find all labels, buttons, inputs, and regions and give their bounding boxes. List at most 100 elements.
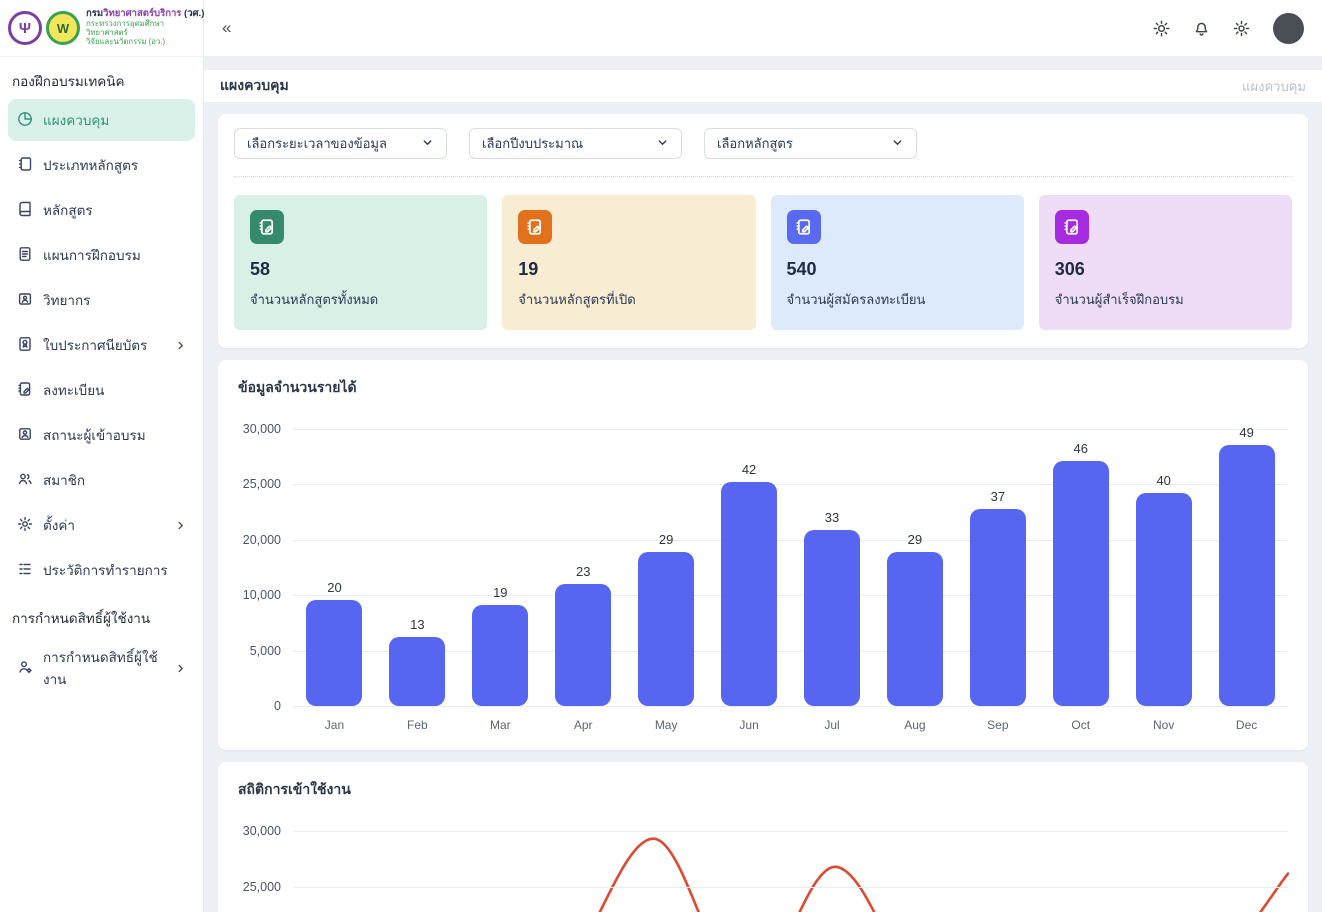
usercog-icon: [17, 659, 33, 678]
sidebar-menu: แผงควบคุมประเภทหลักสูตรหลักสูตรแผนการฝึก…: [0, 99, 203, 591]
bar-slot: 49: [1205, 425, 1288, 706]
brand-subtitle-line1: กระทรวงการอุดมศึกษา วิทยาศาสตร์: [86, 20, 204, 38]
gridline: [293, 887, 1288, 888]
bar-slot: 23: [542, 564, 625, 707]
bar-slot: 42: [708, 462, 791, 706]
sidebar-collapse-button[interactable]: «: [222, 18, 230, 38]
sidebar-item-notebook[interactable]: ประเภทหลักสูตร: [8, 144, 195, 186]
stat-label: จำนวนผู้สมัครลงทะเบียน: [787, 289, 1008, 310]
sidebar-item-history[interactable]: ประวัติการทำรายการ: [8, 549, 195, 591]
chevron-down-icon: [656, 136, 669, 152]
brand: Ψ W กรมวิทยาศาสตร์บริการ (วศ.) กระทรวงกา…: [0, 0, 203, 57]
dotted-divider: [234, 176, 1292, 177]
user-avatar[interactable]: [1273, 13, 1304, 44]
sidebar-item-gear[interactable]: ตั้งค่า: [8, 504, 195, 546]
userstat-icon: [17, 426, 33, 445]
bar: [1219, 445, 1275, 706]
sidebar-item-label: หลักสูตร: [43, 199, 93, 221]
sidebar-item-label: วิทยากร: [43, 289, 90, 311]
x-tick-label: Oct: [1039, 718, 1122, 732]
x-tick-label: Jan: [293, 718, 376, 732]
bar-value-label: 46: [1074, 441, 1088, 456]
x-tick-label: Apr: [542, 718, 625, 732]
y-tick-label: 25,000: [243, 477, 281, 491]
breadcrumb: แผงควบคุม: [1242, 76, 1306, 97]
notebook-pen-icon: [250, 210, 284, 244]
bar-value-label: 37: [991, 489, 1005, 504]
sidebar-item-label: แผงควบคุม: [43, 109, 109, 131]
select-placeholder: เลือกระยะเวลาของข้อมูล: [247, 133, 387, 154]
stat-value: 306: [1055, 259, 1276, 280]
x-tick-label: Jun: [708, 718, 791, 732]
page-title: แผงควบคุม: [220, 75, 289, 97]
bar: [389, 637, 445, 706]
sidebar-item-idcard[interactable]: วิทยากร: [8, 279, 195, 321]
page-header: แผงควบคุม แผงควบคุม: [204, 70, 1322, 102]
sidebar: Ψ W กรมวิทยาศาสตร์บริการ (วศ.) กระทรวงกา…: [0, 0, 204, 912]
stat-label: จำนวนหลักสูตรทั้งหมด: [250, 289, 471, 310]
stat-label: จำนวนหลักสูตรที่เปิด: [518, 289, 739, 310]
y-tick-label: 30,000: [243, 422, 281, 436]
bar: [306, 600, 362, 707]
line-chart-title: สถิติการเข้าใช้งาน: [238, 779, 1288, 801]
theme-toggle-sun-icon[interactable]: [1153, 20, 1170, 37]
notifications-bell-icon[interactable]: [1193, 20, 1210, 37]
sidebar-item-users[interactable]: สมาชิก: [8, 459, 195, 501]
stat-card-3: 540 จำนวนผู้สมัครลงทะเบียน: [771, 195, 1024, 330]
sidebar-item-file[interactable]: แผนการฝึกอบรม: [8, 234, 195, 276]
filter-select-1[interactable]: เลือกระยะเวลาของข้อมูล: [234, 128, 447, 159]
sidebar-item-label: ลงทะเบียน: [43, 379, 104, 401]
bar-value-label: 19: [493, 585, 507, 600]
sidebar-item-pie[interactable]: แผงควบคุม: [8, 99, 195, 141]
bar: [555, 584, 611, 707]
x-tick-label: Sep: [956, 718, 1039, 732]
sidebar-section-user-permissions: การกำหนดสิทธิ์ผู้ใช้งาน: [0, 594, 203, 633]
x-tick-label: Nov: [1122, 718, 1205, 732]
sidebar-item-regpen[interactable]: ลงทะเบียน: [8, 369, 195, 411]
dss-logo-icon: Ψ: [8, 11, 42, 45]
bar: [638, 552, 694, 707]
filters-row: เลือกระยะเวลาของข้อมูล เลือกปีงบประมาณ เลื…: [234, 128, 1292, 159]
book-icon: [17, 201, 33, 220]
stat-cards-row: 58จำนวนหลักสูตรทั้งหมด19จำนวนหลักสูตรที่…: [234, 195, 1292, 330]
select-placeholder: เลือกหลักสูตร: [717, 133, 793, 154]
sidebar-item-label: การกำหนดสิทธิ์ผู้ใช้งาน: [43, 646, 165, 690]
bar: [1053, 461, 1109, 706]
cert-icon: [17, 336, 33, 355]
y-tick-label: 20,000: [243, 533, 281, 547]
stat-value: 540: [787, 259, 1008, 280]
notebook-pen-icon: [518, 210, 552, 244]
ministry-logo-icon: W: [46, 11, 80, 45]
notebook-pen-icon: [787, 210, 821, 244]
bar-chart-title: ข้อมูลจำนวนรายได้: [238, 377, 1288, 399]
stat-card-2: 19จำนวนหลักสูตรที่เปิด: [502, 195, 755, 330]
filter-select-3[interactable]: เลือกหลักสูตร: [704, 128, 917, 159]
bar-chart-y-axis: 30,00025,00020,00010,0005,0000: [238, 429, 293, 706]
gridline: [293, 706, 1288, 707]
bar: [721, 482, 777, 706]
sidebar-menu-permissions: การกำหนดสิทธิ์ผู้ใช้งาน: [0, 636, 203, 700]
sidebar-section-training-division: กองฝึกอบรมเทคนิค: [0, 57, 203, 96]
x-tick-label: Dec: [1205, 718, 1288, 732]
x-tick-label: Jul: [791, 718, 874, 732]
sidebar-item-cert[interactable]: ใบประกาศนียบัตร: [8, 324, 195, 366]
idcard-icon: [17, 291, 33, 310]
sidebar-item-usercog[interactable]: การกำหนดสิทธิ์ผู้ใช้งาน: [8, 636, 195, 700]
bar-value-label: 29: [908, 532, 922, 547]
sidebar-item-label: ตั้งค่า: [43, 514, 75, 536]
bar-value-label: 23: [576, 564, 590, 579]
bar-slot: 40: [1122, 473, 1205, 706]
x-tick-label: Feb: [376, 718, 459, 732]
filter-select-2[interactable]: เลือกปีงบประมาณ: [469, 128, 682, 159]
bar-slot: 33: [791, 510, 874, 706]
bar-chart-x-axis: JanFebMarAprMayJunJulAugSepOctNovDec: [293, 718, 1288, 736]
bar-value-label: 29: [659, 532, 673, 547]
sidebar-item-book[interactable]: หลักสูตร: [8, 189, 195, 231]
settings-gear-icon[interactable]: [1233, 20, 1250, 37]
bar-slot: 19: [459, 585, 542, 706]
bar: [472, 605, 528, 706]
y-tick-label: 30,000: [243, 824, 281, 838]
users-icon: [17, 471, 33, 490]
line-chart-y-axis: 30,00025,00020,00015,00010,0005,0000: [238, 831, 293, 912]
sidebar-item-userstat[interactable]: สถานะผู้เข้าอบรม: [8, 414, 195, 456]
